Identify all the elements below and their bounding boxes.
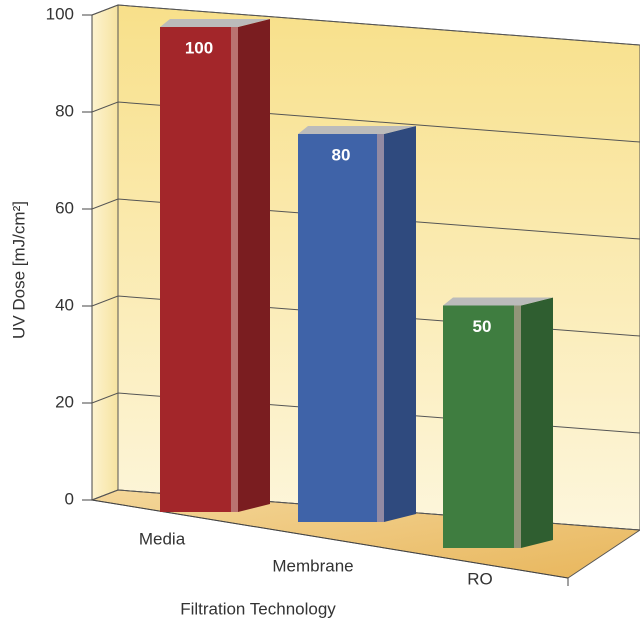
bar-side: [238, 19, 270, 512]
x-axis: [91, 499, 569, 579]
y-tick-label: 0: [65, 489, 74, 508]
bar-side: [521, 297, 553, 548]
bars: 100 Media 80 Membrane 50 RO: [139, 19, 553, 588]
x-tick-label: Media: [139, 529, 186, 548]
bar-top: [443, 297, 553, 306]
x-tick-label: Membrane: [272, 556, 353, 575]
bar: [160, 27, 238, 512]
side-wall: [91, 4, 119, 501]
x-tick-label: RO: [467, 569, 493, 588]
y-tick-label: 80: [55, 101, 74, 120]
y-tick-label: 100: [46, 4, 74, 23]
y-tick-label: 20: [55, 392, 74, 411]
bar-top: [298, 126, 416, 134]
value-label: 100: [185, 38, 213, 57]
y-tick-label: 60: [55, 198, 74, 217]
value-label: 50: [473, 317, 492, 336]
bar-top: [160, 19, 270, 27]
y-tick-label: 40: [55, 295, 74, 314]
y-axis-title: UV Dose [mJ/cm²]: [9, 201, 28, 339]
x-axis-title: Filtration Technology: [180, 599, 336, 618]
bar-edge: [514, 305, 521, 548]
bar: [443, 305, 521, 548]
grid-line: [91, 101, 640, 143]
grid-line: [91, 198, 640, 240]
value-label: 80: [332, 145, 351, 164]
bar-edge: [377, 134, 384, 522]
bar-side: [384, 126, 416, 522]
grid-line: [91, 4, 640, 46]
bar-edge: [231, 27, 238, 512]
bar: [298, 134, 384, 522]
